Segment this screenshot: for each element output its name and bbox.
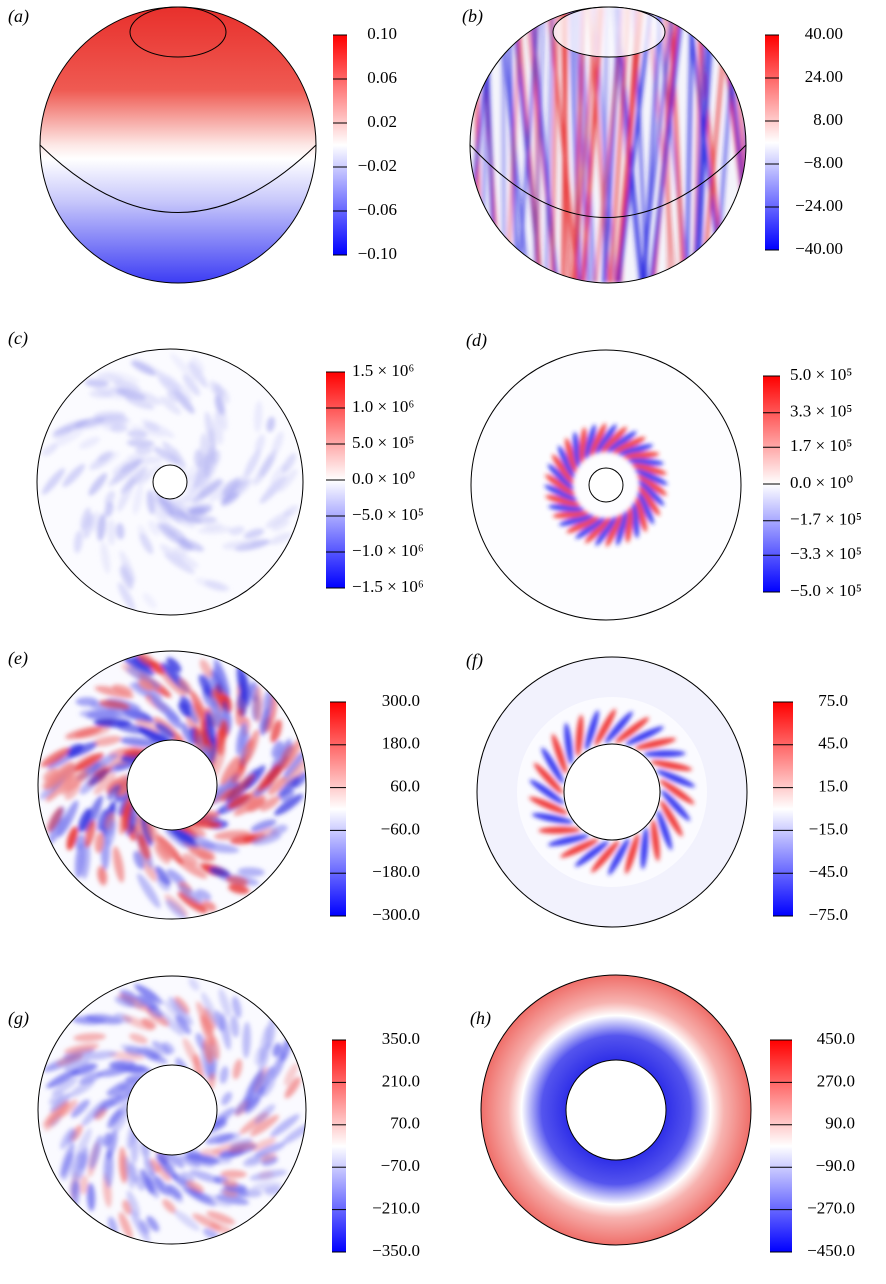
colorbar-tick-label: 75.0 [818,691,848,710]
colorbar-tick-label: −1.5 × 10⁶ [352,577,424,596]
colorbar-tick-label: −60.0 [381,819,420,838]
colorbar [332,1040,346,1252]
colorbar-tick-label: −0.02 [358,156,397,175]
colorbar-tick-label: −450.0 [807,1241,855,1260]
panel: (c) 1.5 × 10⁶ 1.0 × 10⁶ 5.0 × 10⁵ 0.0 × 10⁰ −… [8,328,424,615]
panel: (h) 450.0 270.0 90.0 −90.0 −270.0 −450.0 [470,975,855,1260]
colorbar-tick-label: −0.06 [358,200,397,219]
inner-boundary [127,1065,217,1155]
colorbar-tick-label: −75.0 [809,905,848,924]
colorbar-tick-label: −300.0 [372,905,420,924]
colorbar-tick-label: −70.0 [381,1156,420,1175]
panel-label: (b) [462,6,483,27]
panel-label: (g) [8,1008,29,1029]
colorbar-tick-label: 45.0 [818,734,848,753]
field [40,7,316,283]
colorbar-tick-label: 180.0 [382,734,420,753]
colorbar [773,702,793,916]
panel: (f) 75.0 45.0 15.0 −15.0 −45.0 −75.0 [466,650,848,927]
panel: (a) 0.10 0.06 0.02 −0.02 −0.06 −0.10 [8,6,397,283]
colorbar-tick-label: 40.00 [805,24,843,43]
colorbar [330,702,346,916]
colorbar-tick-label: −5.0 × 10⁵ [790,581,862,600]
figure: (a) 0.10 0.06 0.02 −0.02 −0.06 −0.10 (b) 40.00 24… [0,0,886,1284]
colorbar-tick-label: 5.0 × 10⁵ [352,433,414,452]
colorbar-tick-label: 270.0 [817,1071,855,1090]
panel-label: (e) [8,648,28,669]
colorbar-tick-label: 5.0 × 10⁵ [790,365,852,384]
colorbar-tick-label: 60.0 [390,777,420,796]
colorbar-tick-label: −1.7 × 10⁵ [790,510,862,529]
inner-boundary [153,465,187,499]
panel-label: (d) [466,330,487,351]
panel-label: (a) [8,6,29,27]
colorbar-tick-label: −1.0 × 10⁶ [352,541,424,560]
inner-boundary [127,740,217,830]
panel-label: (c) [8,328,28,349]
colorbar-tick-label: −90.0 [816,1156,855,1175]
polar-cap [553,7,665,57]
colorbar-tick-label: 3.3 × 10⁵ [790,402,852,421]
colorbar [333,35,347,255]
colorbar-tick-label: 0.06 [367,68,397,87]
panel: (d) 5.0 × 10⁵ 3.3 × 10⁵ 1.7 × 10⁵ 0.0 × 10⁰ −… [466,330,862,620]
panel: (g) 350.0 210.0 70.0 −70.0 −210.0 −350.0 [8,976,420,1260]
colorbar-tick-label: 70.0 [390,1114,420,1133]
blob [194,449,202,467]
colorbar-tick-label: 300.0 [382,691,420,710]
colorbar-tick-label: −15.0 [809,819,848,838]
colorbar-tick-label: 0.02 [367,112,397,131]
colorbar-tick-label: 210.0 [382,1071,420,1090]
colorbar-tick-label: −24.00 [795,196,843,215]
colorbar-tick-label: −3.3 × 10⁵ [790,544,862,563]
inner-boundary [566,1060,666,1160]
colorbar-tick-label: 1.5 × 10⁶ [352,361,414,380]
colorbar-tick-label: −180.0 [372,862,420,881]
colorbar [765,35,779,250]
panel-label: (f) [466,650,483,671]
colorbar-tick-label: 15.0 [818,777,848,796]
colorbar-tick-label: 1.7 × 10⁵ [790,436,852,455]
colorbar-tick-label: −40.00 [795,239,843,258]
colorbar-tick-label: 350.0 [382,1029,420,1048]
colorbar-tick-label: −8.00 [804,153,843,172]
colorbar [770,1040,792,1252]
colorbar-tick-label: 0.0 × 10⁰ [352,469,415,488]
panel: (b) 40.00 24.00 8.00 −8.00 −24.00 −40.00 [455,6,843,283]
colorbar-tick-label: 1.0 × 10⁶ [352,397,414,416]
stripe [502,7,506,283]
colorbar-tick-label: −5.0 × 10⁵ [352,505,424,524]
colorbar-tick-label: −270.0 [807,1199,855,1218]
inner-boundary [564,744,660,840]
colorbar-tick-label: 0.0 × 10⁰ [790,473,853,492]
colorbar-tick-label: 90.0 [825,1114,855,1133]
sphere [40,7,316,283]
colorbar-tick-label: −210.0 [372,1199,420,1218]
colorbar-tick-label: 450.0 [817,1029,855,1048]
colorbar-tick-label: −350.0 [372,1241,420,1260]
colorbar-tick-label: 24.00 [805,67,843,86]
colorbar-tick-label: 0.10 [367,24,397,43]
colorbar-tick-label: 8.00 [813,110,843,129]
panel-label: (h) [470,1008,491,1029]
panel: (e) 300.0 180.0 60.0 −60.0 −180.0 −300.0 [8,648,420,924]
inner-boundary [589,468,623,502]
colorbar-tick-label: −0.10 [358,244,397,263]
colorbar-tick-label: −45.0 [809,862,848,881]
